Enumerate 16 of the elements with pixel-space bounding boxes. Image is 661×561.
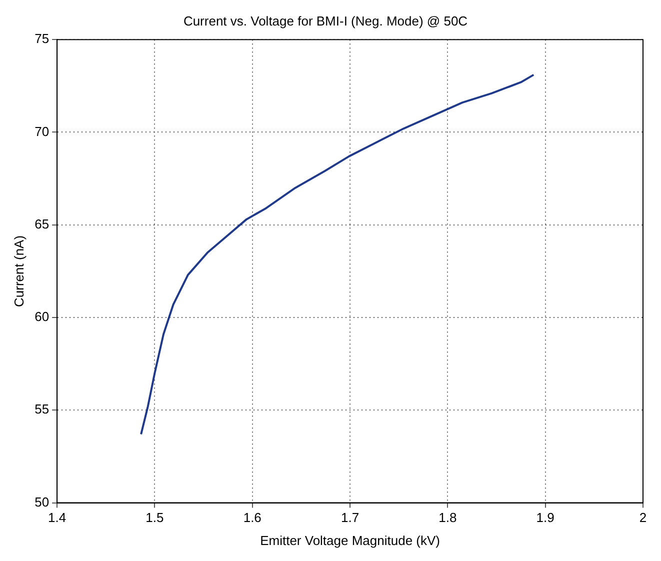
y-tick-label: 75 [34, 31, 50, 46]
y-tick-label: 50 [34, 494, 50, 510]
x-tick-label: 1.5 [146, 510, 164, 526]
y-tick-label: 65 [34, 216, 50, 232]
y-tick-label: 55 [34, 402, 50, 417]
x-tick-label: 2 [639, 510, 647, 526]
y-axis-title: Current (nA) [11, 235, 26, 307]
x-tick-label: 1.4 [48, 510, 66, 526]
x-tick-label: 1.7 [340, 510, 360, 526]
y-tick-label: 70 [34, 124, 50, 139]
y-tick-label: 60 [34, 309, 50, 324]
chart-title: Current vs. Voltage for BMI-I (Neg. Mode) @ 50C [183, 13, 468, 28]
x-tick-label: 1.9 [536, 510, 554, 526]
x-tick-label: 1.8 [438, 510, 457, 526]
x-axis-title: Emitter Voltage Magnitude (kV) [260, 532, 440, 548]
x-tick-label: 1.6 [243, 510, 262, 526]
